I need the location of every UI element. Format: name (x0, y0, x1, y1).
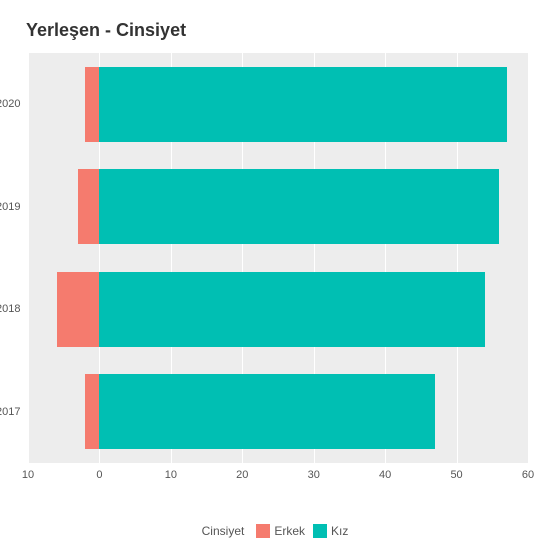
legend-swatch-kiz (313, 524, 327, 538)
legend-label-kiz: Kız (331, 524, 348, 538)
x-tick: 50 (450, 469, 462, 481)
x-tick: 30 (308, 469, 320, 481)
y-tick: 2017 (0, 406, 20, 418)
bar-kız (99, 67, 506, 142)
plot-area: 2020201920182017 (28, 53, 528, 463)
bar-erkek (57, 272, 100, 347)
x-tick: 10 (165, 469, 177, 481)
gridline (528, 53, 529, 463)
chart-title: Yerleşen - Cinsiyet (26, 20, 530, 41)
bar-group (28, 272, 528, 347)
x-tick: 0 (96, 469, 102, 481)
legend-item-kiz: Kız (313, 524, 348, 538)
bar-erkek (85, 67, 99, 142)
chart-container: Yerleşen - Cinsiyet 2020201920182017 100… (0, 0, 550, 550)
bar-group (28, 169, 528, 244)
y-tick: 2018 (0, 303, 20, 315)
y-tick: 2019 (0, 201, 20, 213)
bar-kız (99, 272, 485, 347)
legend: Cinsiyet Erkek Kız (0, 524, 550, 538)
x-tick: 40 (379, 469, 391, 481)
bar-kız (99, 374, 435, 449)
legend-item-erkek: Erkek (256, 524, 305, 538)
bar-erkek (85, 374, 99, 449)
x-tick: 60 (522, 469, 534, 481)
y-tick: 2020 (0, 98, 20, 110)
legend-label-erkek: Erkek (274, 524, 305, 538)
legend-title: Cinsiyet (202, 524, 245, 538)
bar-group (28, 67, 528, 142)
bar-group (28, 374, 528, 449)
x-tick: 20 (236, 469, 248, 481)
bar-kız (99, 169, 499, 244)
x-axis: 100102030405060 (28, 463, 528, 483)
legend-swatch-erkek (256, 524, 270, 538)
x-tick: 10 (22, 469, 34, 481)
bar-erkek (78, 169, 99, 244)
